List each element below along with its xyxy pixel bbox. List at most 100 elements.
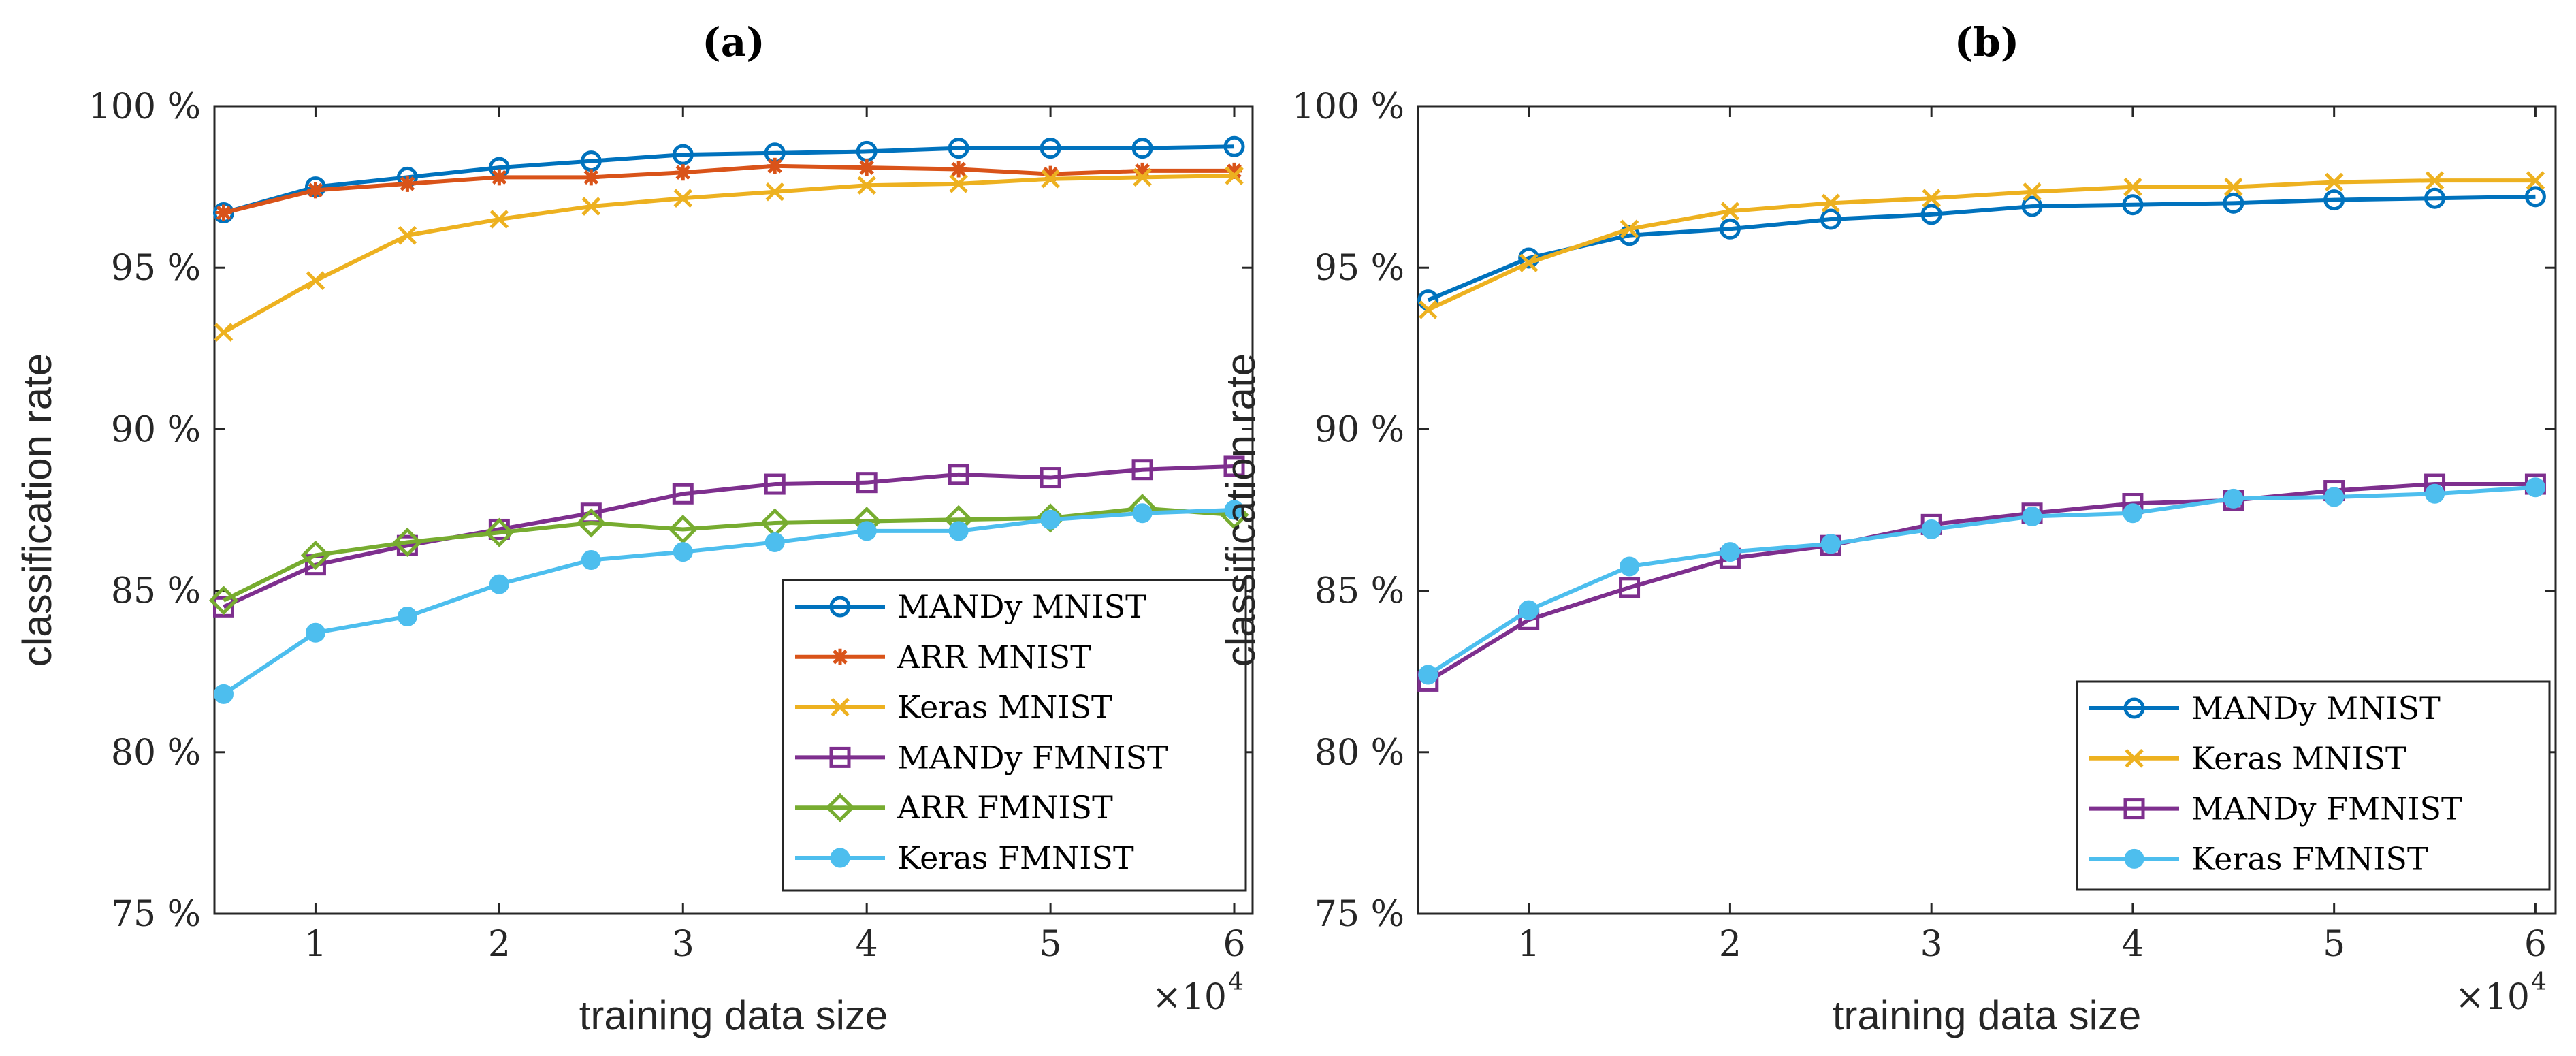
data-point xyxy=(2424,187,2446,209)
legend-marker xyxy=(825,793,855,822)
legend-marker xyxy=(829,746,851,768)
data-point xyxy=(1922,189,1941,208)
x-multiplier-exponent: 4 xyxy=(2531,968,2547,996)
x-tick-label: 4 xyxy=(2121,924,2144,965)
data-point xyxy=(581,550,601,571)
legend: MANDy MNIST Keras MNIST MANDy FMNIST Keras … xyxy=(2076,680,2551,891)
data-point xyxy=(2223,192,2244,214)
data-point xyxy=(1035,503,1065,533)
data-point xyxy=(2323,189,2345,211)
data-point xyxy=(1223,135,1245,157)
data-point xyxy=(300,540,330,570)
data-point xyxy=(1519,600,1539,620)
legend-marker xyxy=(829,596,851,618)
legend-label: MANDy FMNIST xyxy=(897,739,1168,775)
data-point xyxy=(2425,483,2445,504)
x-axis-label: training data size xyxy=(1833,993,2142,1038)
data-point xyxy=(856,521,877,541)
y-tick-label: 85 % xyxy=(111,571,201,612)
data-point xyxy=(1040,138,1061,159)
legend-label: MANDy MNIST xyxy=(2191,690,2441,726)
legend-label: Keras FMNIST xyxy=(2191,840,2428,877)
x-tick-label: 1 xyxy=(1517,924,1540,965)
data-point xyxy=(1131,138,1153,159)
data-point xyxy=(1131,459,1153,481)
data-point xyxy=(1224,500,1244,520)
panel-b: (b)75 %80 %85 %90 %95 %100 %1 2 3 4 5 6×10 4tr… xyxy=(1218,19,2557,1038)
data-point xyxy=(1821,193,1841,213)
series-keras-mnist xyxy=(214,166,1244,342)
data-point xyxy=(489,574,509,594)
data-point xyxy=(1418,665,1438,685)
data-point xyxy=(215,204,232,221)
legend-label: MANDy FMNIST xyxy=(2191,790,2462,827)
data-point xyxy=(2526,171,2545,190)
legend-label: MANDy MNIST xyxy=(897,588,1146,625)
legend-entry: Keras MNIST xyxy=(795,689,1112,726)
data-point xyxy=(1720,202,1740,221)
x-multiplier: ×10 4 xyxy=(1152,968,1244,1018)
legend-marker xyxy=(831,697,850,717)
panel-title: (b) xyxy=(1954,19,2019,65)
y-tick-label: 100 % xyxy=(1292,86,1404,127)
series-line xyxy=(223,144,1235,215)
data-point xyxy=(213,684,234,704)
data-point xyxy=(398,225,417,245)
x-tick-label: 1 xyxy=(304,924,327,965)
x-multiplier-base: ×10 xyxy=(1152,977,1227,1018)
legend-entry: MANDy FMNIST xyxy=(2089,790,2462,827)
data-point xyxy=(2122,194,2144,216)
data-point xyxy=(1820,208,1841,230)
data-point xyxy=(1134,162,1151,179)
data-point xyxy=(1820,534,1841,554)
series-line xyxy=(223,506,1235,603)
axes-box xyxy=(1417,105,2557,915)
x-multiplier-exponent: 4 xyxy=(1228,968,1244,996)
y-tick-label: 80 % xyxy=(111,733,201,773)
legend-marker xyxy=(2123,798,2145,820)
data-point xyxy=(208,586,239,615)
x-tick-label: 4 xyxy=(856,924,878,965)
data-point xyxy=(489,210,509,229)
x-tick-label: 3 xyxy=(1920,924,1943,965)
data-point xyxy=(1620,556,1640,577)
series-line xyxy=(222,508,1235,696)
data-point xyxy=(484,517,514,547)
legend-entry: Keras MNIST xyxy=(2089,740,2406,777)
data-point xyxy=(397,607,417,627)
legend-marker xyxy=(2124,848,2144,869)
data-point xyxy=(581,197,601,216)
legend-marker xyxy=(830,848,850,868)
legend: MANDy MNIST ARR MNIST Keras MNIST MANDy FMN… xyxy=(782,579,1247,892)
data-point xyxy=(673,189,693,208)
y-tick-label: 75 % xyxy=(111,894,201,935)
data-point xyxy=(858,159,875,176)
legend-marker xyxy=(2125,749,2144,768)
legend-entry: ARR FMNIST xyxy=(795,789,1113,826)
legend-label: Keras MNIST xyxy=(2191,740,2406,777)
legend-marker xyxy=(832,648,848,665)
data-point xyxy=(673,542,693,562)
data-point xyxy=(1132,503,1153,524)
data-point xyxy=(764,532,785,552)
data-point xyxy=(672,144,694,165)
data-point xyxy=(306,271,325,290)
x-tick-label: 6 xyxy=(2524,924,2547,965)
series-keras-fmnist xyxy=(1418,477,2545,685)
data-point xyxy=(950,161,967,178)
legend-marker xyxy=(2123,697,2145,719)
data-point xyxy=(2324,487,2345,507)
data-point xyxy=(2123,177,2142,197)
data-point xyxy=(1519,253,1539,272)
y-tick-label: 100 % xyxy=(88,86,201,127)
x-tick-label: 2 xyxy=(1719,924,1741,965)
legend-entry: ARR MNIST xyxy=(795,639,1091,675)
axes-box xyxy=(213,105,1254,915)
x-tick-label: 5 xyxy=(2323,924,2345,965)
legend-label: ARR FMNIST xyxy=(897,789,1113,826)
data-point xyxy=(307,182,324,199)
series-line xyxy=(223,173,1235,334)
data-point xyxy=(1041,169,1060,189)
data-point xyxy=(949,174,968,193)
